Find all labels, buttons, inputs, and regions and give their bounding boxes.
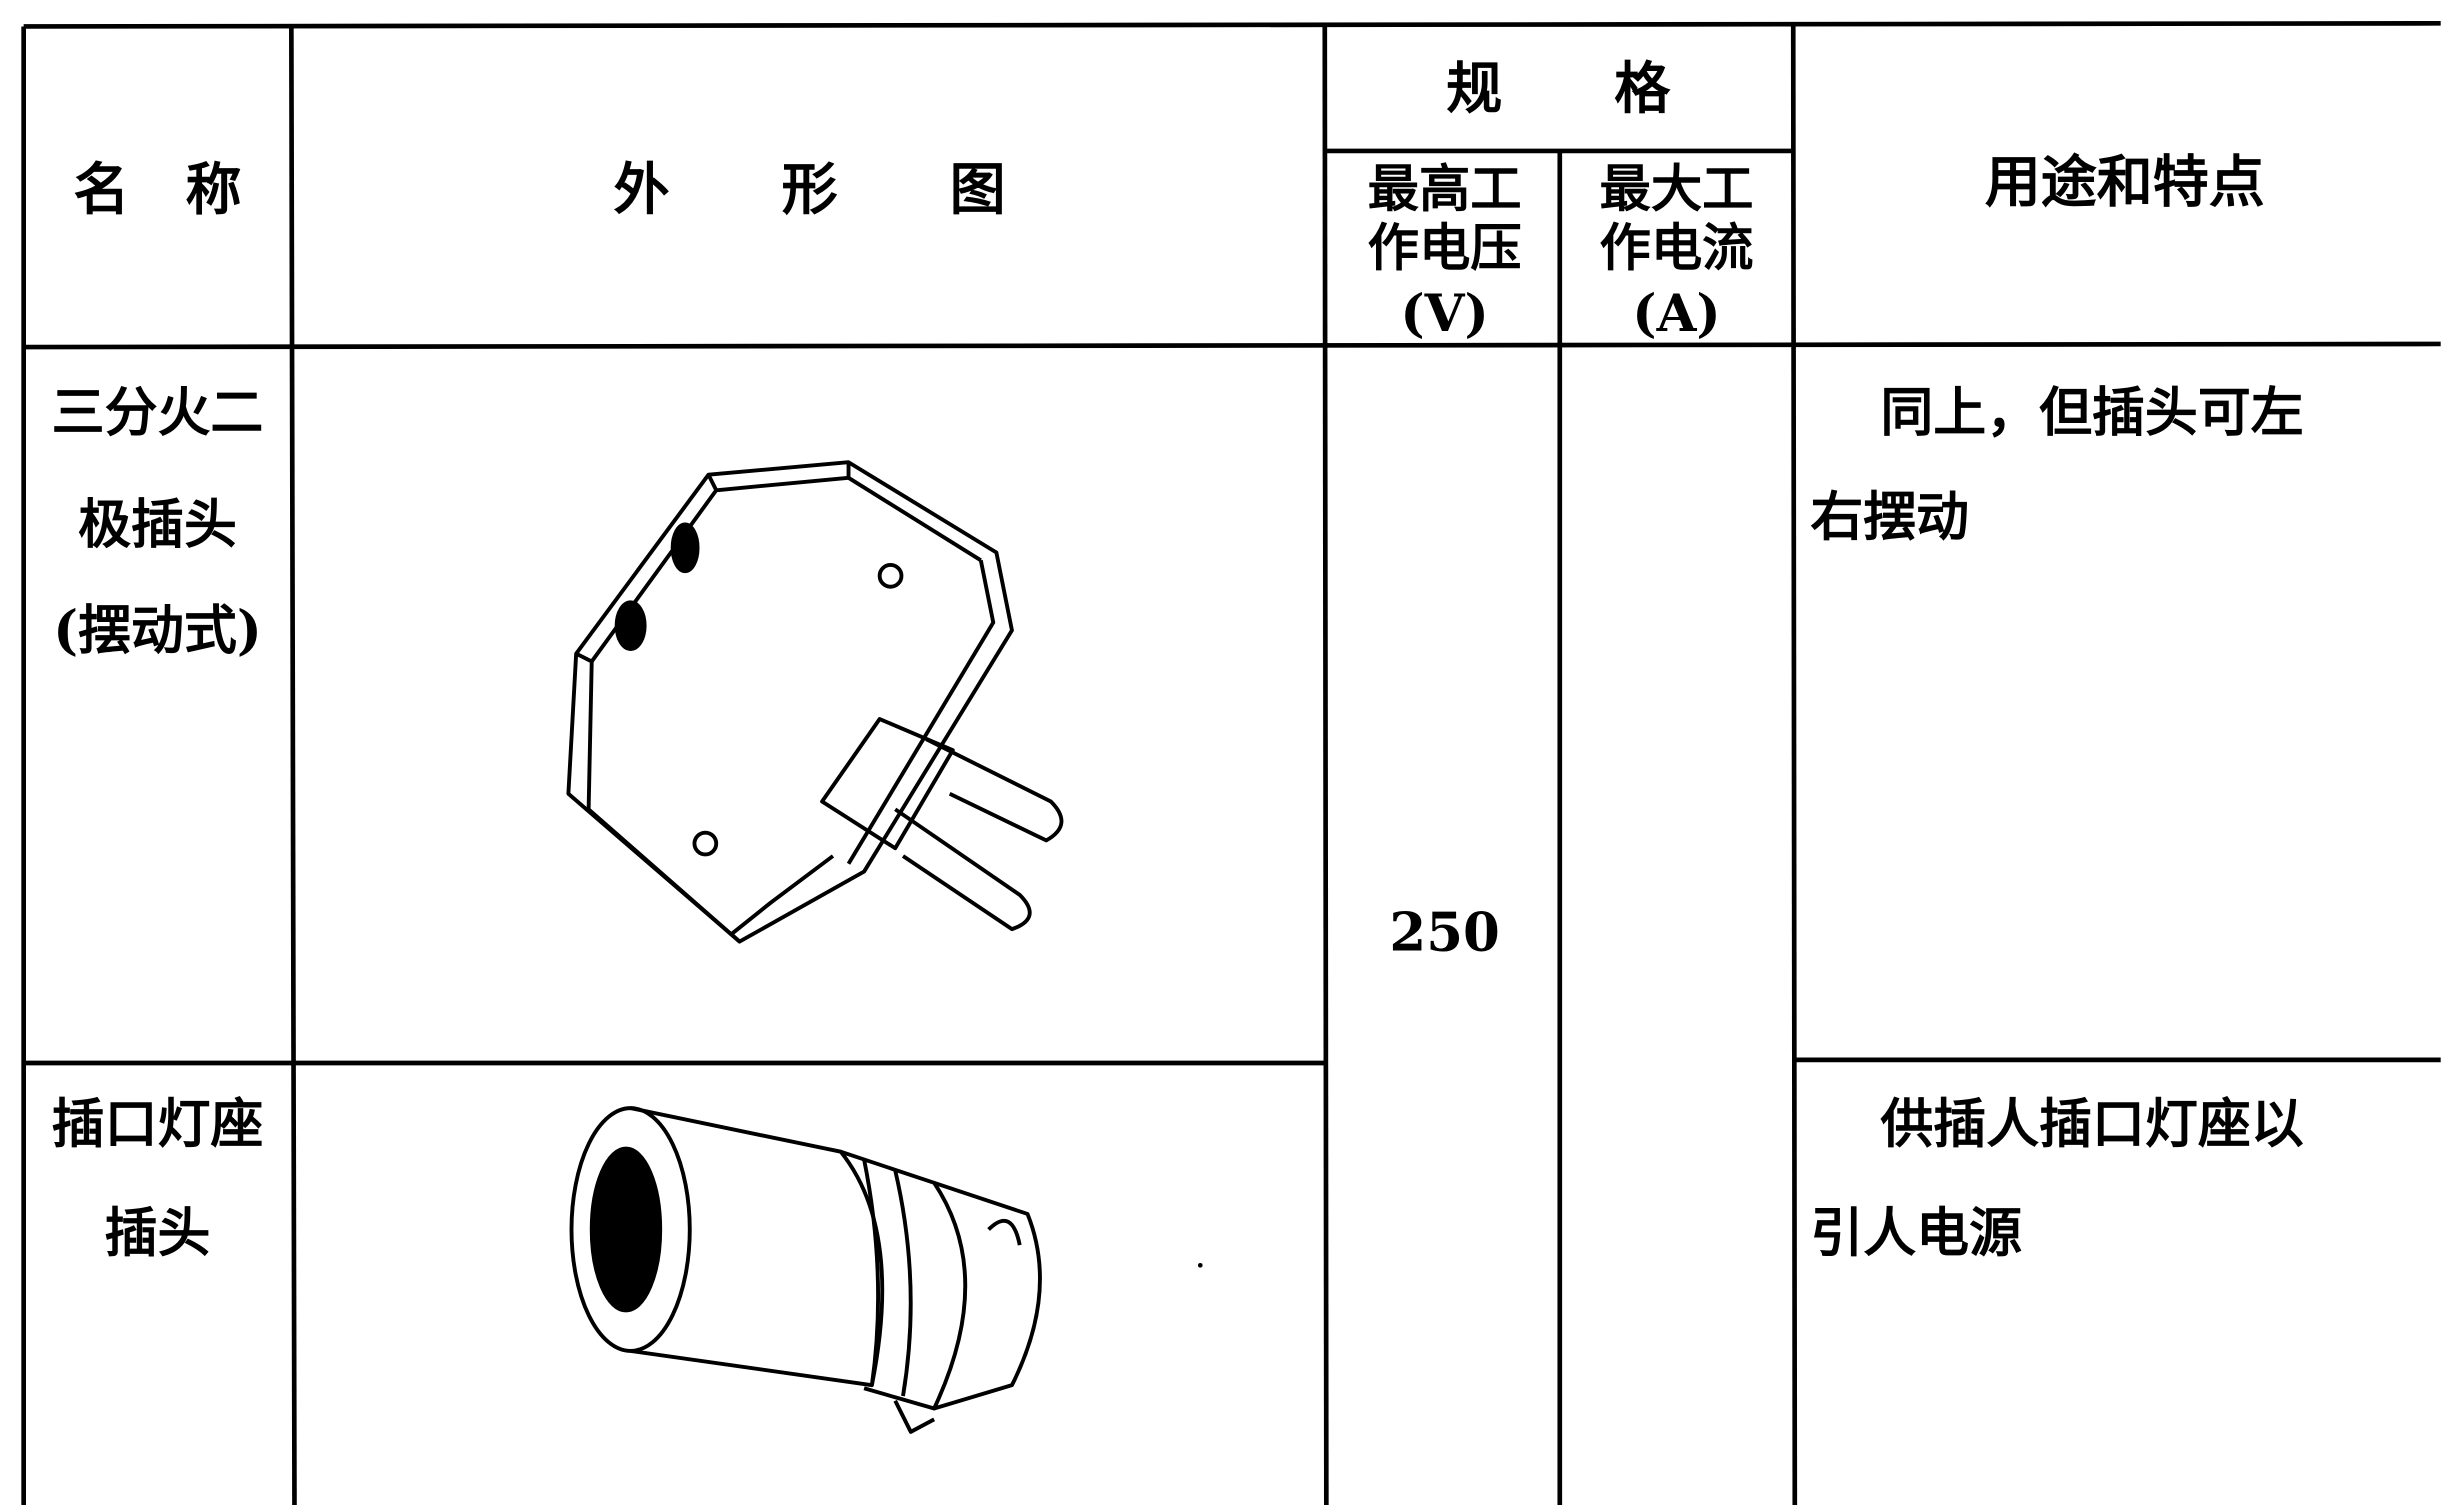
rule bbox=[1322, 26, 1329, 1505]
row-name: 插口灯座 bbox=[52, 1093, 264, 1155]
row-usage: 引人电源 bbox=[1810, 1202, 2022, 1264]
rule bbox=[23, 341, 2441, 350]
header-voltage: (V) bbox=[1400, 284, 1488, 344]
rule bbox=[1790, 26, 1798, 1505]
row-name: (摆动式) bbox=[53, 599, 262, 661]
row-voltage: 250 bbox=[1389, 901, 1499, 963]
header-current: 作电流 bbox=[1599, 219, 1753, 279]
lamp-plug-illustration bbox=[569, 1106, 1042, 1434]
header-name: 名 称 bbox=[73, 157, 241, 223]
header-figure: 外 形 图 bbox=[614, 157, 1006, 223]
header-usage: 用途和特点 bbox=[1985, 149, 2265, 215]
row-usage: 右摆动 bbox=[1810, 486, 1969, 548]
header-current: (A) bbox=[1632, 284, 1720, 344]
row-name: 三分火二 bbox=[52, 382, 264, 444]
header-voltage: 作电压 bbox=[1368, 219, 1522, 279]
speck bbox=[1197, 1262, 1203, 1268]
header-spec: 规 格 bbox=[1446, 56, 1671, 122]
row-usage: 同上，但插头可左 bbox=[1880, 382, 2303, 444]
header-voltage: 最高工 bbox=[1368, 159, 1522, 219]
header-current: 最大工 bbox=[1599, 159, 1753, 219]
rule bbox=[23, 21, 2441, 29]
rule bbox=[289, 26, 297, 1505]
row-name: 插头 bbox=[105, 1202, 211, 1264]
plug-illustration bbox=[566, 460, 1064, 944]
row-usage: 供插人插口灯座以 bbox=[1880, 1093, 2303, 1155]
table-rules bbox=[21, 21, 2441, 1505]
row-name: 极插头 bbox=[78, 494, 237, 556]
